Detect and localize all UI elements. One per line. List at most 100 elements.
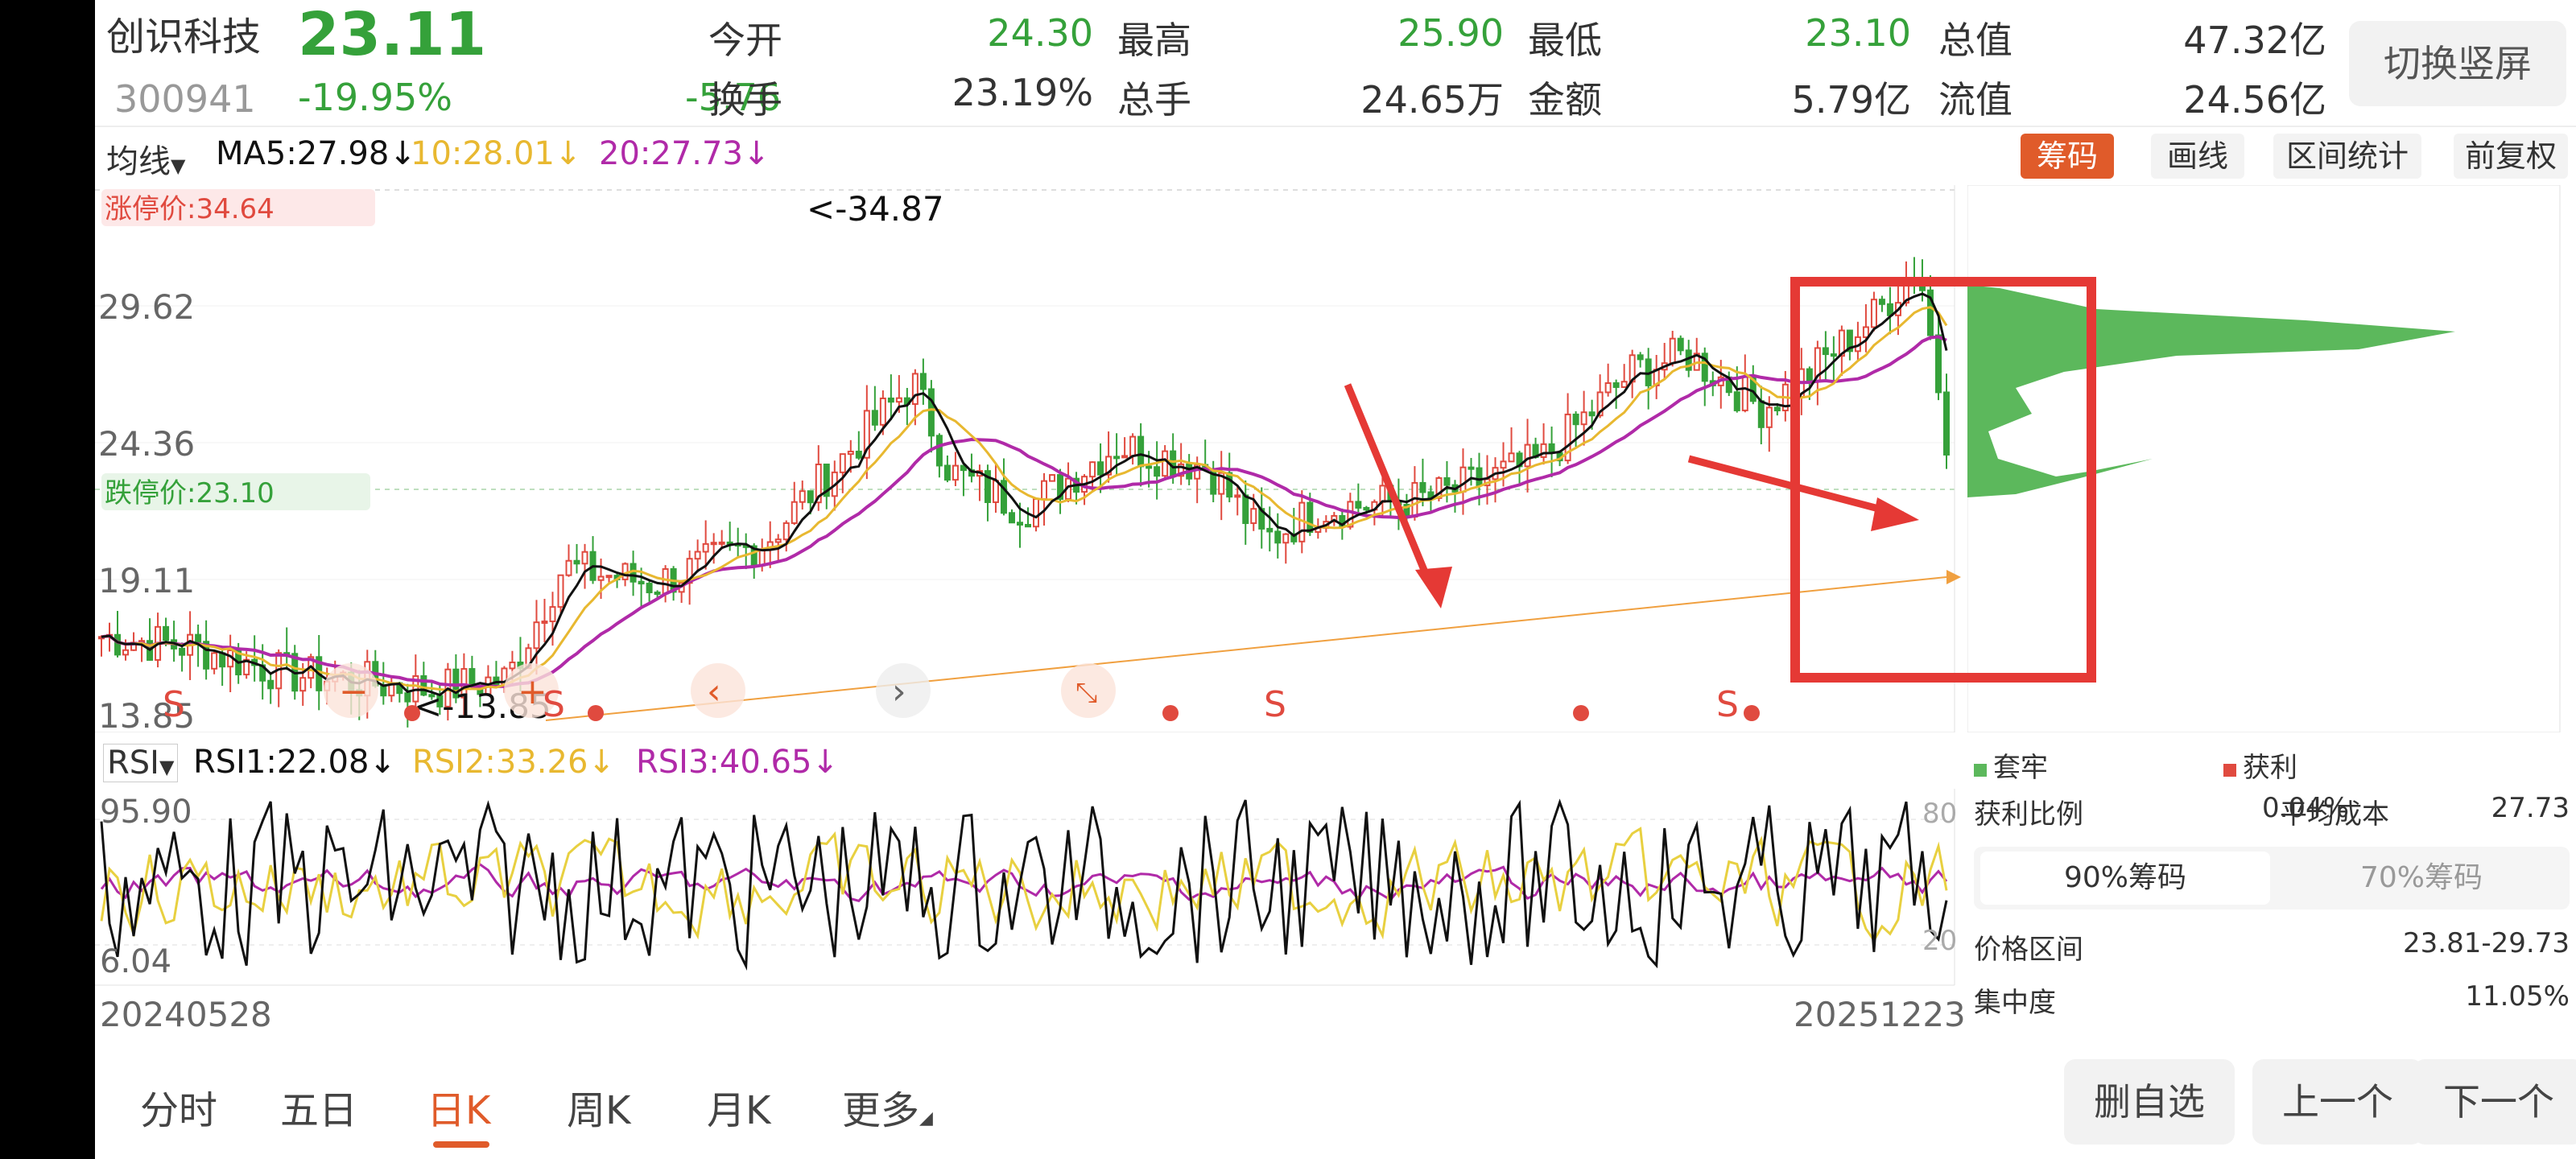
avg-cost-label: 平均成本	[2280, 798, 2389, 831]
next-stock-button[interactable]: 下一个	[2413, 1059, 2576, 1145]
rsi1-line	[100, 798, 1948, 971]
sell-signal: S	[163, 684, 185, 725]
rsi-selector[interactable]: RSI▼	[103, 744, 179, 782]
candle-body	[1057, 474, 1064, 500]
concentration-value: 11.05%	[2465, 980, 2570, 1013]
candle-body	[1500, 460, 1507, 469]
candle-body	[879, 397, 886, 426]
candle-body	[702, 542, 709, 553]
candle-body	[1620, 381, 1628, 388]
remove-watchlist-button[interactable]: 删自选	[2064, 1059, 2235, 1145]
ma-selector[interactable]: 均线▼	[106, 135, 185, 182]
rsi1-value: RSI1:22.08↓	[193, 744, 396, 781]
amount-value: 5.79亿	[1791, 78, 1911, 122]
candle-body	[1773, 406, 1781, 412]
rsi3-value: RSI3:40.65↓	[636, 744, 839, 781]
candle-body	[1041, 480, 1048, 501]
draw-line-button[interactable]: 画线	[2151, 134, 2244, 179]
candle-body	[1870, 299, 1877, 328]
candle-body	[1572, 413, 1579, 426]
tab-daily-k[interactable]: 日K	[427, 1088, 491, 1133]
candle-body	[1926, 289, 1934, 336]
tab-70-chip[interactable]: 70%筹码	[2359, 861, 2483, 894]
tab-intraday[interactable]: 分时	[140, 1088, 218, 1133]
candle-body	[1242, 494, 1249, 525]
candle-body	[758, 549, 766, 567]
candle-body	[1548, 443, 1555, 454]
date-start: 20240528	[100, 995, 272, 1034]
plus-icon[interactable]	[504, 663, 559, 718]
candle-body	[1540, 443, 1547, 458]
stock-name: 创识科技	[106, 14, 262, 60]
candle-body	[122, 649, 130, 656]
candle-body	[1508, 452, 1515, 463]
candle-body	[863, 410, 870, 459]
candle-body	[1355, 501, 1362, 509]
candle-body	[718, 541, 725, 545]
high-value: 25.90	[1397, 11, 1504, 55]
candle-body	[1129, 435, 1137, 457]
range-stats-button[interactable]: 区间统计	[2273, 134, 2421, 179]
turnover-label: 换手	[708, 78, 782, 122]
tab-more[interactable]: 更多◢	[842, 1079, 933, 1135]
candle-body	[1459, 466, 1467, 493]
candle-body	[911, 373, 919, 406]
legend-trapped: 套牢	[1974, 745, 2048, 785]
amount-label: 金额	[1528, 78, 1602, 122]
candle-body	[927, 388, 935, 437]
signal-dot	[404, 705, 420, 721]
candle-body	[630, 563, 637, 583]
compress-icon[interactable]	[1061, 663, 1116, 718]
forward-adjust-button[interactable]: 前复权	[2454, 134, 2568, 179]
tab-monthly-k[interactable]: 月K	[707, 1088, 771, 1133]
candle-body	[1419, 481, 1426, 493]
candle-body	[855, 450, 862, 459]
rsi2-value: RSI2:33.26↓	[412, 744, 615, 781]
legend-profit: 获利	[2223, 745, 2297, 785]
candle-body	[887, 397, 894, 403]
candle-body	[1669, 337, 1676, 365]
signal-dot	[588, 705, 604, 721]
candle-body	[1468, 466, 1475, 470]
ma-selector-label: 均线	[106, 143, 171, 180]
float-cap-label: 流值	[1938, 78, 2013, 122]
rsi-level-20: 20	[1922, 925, 1957, 957]
candle-body	[195, 633, 202, 643]
candle-body	[179, 647, 186, 656]
tab-five-day[interactable]: 五日	[280, 1088, 358, 1133]
candle-body	[1121, 455, 1129, 459]
kline-chart[interactable]: 涨停价:34.64 跌停价:23.10 29.62 24.36 19.11 13…	[95, 185, 1963, 732]
rsi-chart[interactable]: 95.90 6.04 80 20	[95, 789, 1963, 990]
candle-body	[1701, 353, 1708, 382]
concentration-label: 集中度	[1974, 987, 2056, 1019]
chevron-left-icon[interactable]	[691, 663, 745, 718]
previous-stock-button[interactable]: 上一个	[2252, 1059, 2423, 1145]
active-tab-indicator	[433, 1141, 489, 1148]
chevron-right-icon[interactable]	[876, 663, 931, 718]
low-value: 23.10	[1805, 11, 1911, 55]
candle-body	[573, 559, 580, 565]
candle-body	[1612, 382, 1620, 388]
limit-up-text: 涨停价:34.64	[105, 193, 275, 225]
tab-weekly-k[interactable]: 周K	[567, 1088, 631, 1133]
ma5-line	[101, 292, 1948, 697]
candle-body	[114, 633, 122, 656]
stock-detail-screen: 创识科技 23.11 300941 -19.95% -5.76 今开 24.30…	[95, 0, 2576, 1159]
candle-body	[1347, 501, 1354, 528]
candle-body	[895, 397, 902, 403]
limit-down-badge	[101, 473, 370, 510]
candle-body	[1830, 353, 1837, 357]
candle-body	[935, 435, 943, 467]
minus-icon[interactable]	[324, 663, 378, 718]
sell-signal: S	[1264, 684, 1286, 725]
avg-cost-value: 27.73	[2491, 792, 2570, 824]
candle-body	[404, 692, 411, 703]
tab-90-chip[interactable]: 90%筹码	[1980, 852, 2270, 905]
candle-body	[943, 464, 951, 481]
signal-dot	[1162, 705, 1179, 721]
chip-distribution-tab[interactable]: 筹码	[2021, 134, 2114, 179]
candle-body	[1025, 523, 1032, 528]
candle-body	[638, 580, 645, 585]
annotation-arrow	[1344, 383, 1435, 589]
switch-portrait-button[interactable]: 切换竖屏	[2349, 21, 2566, 106]
